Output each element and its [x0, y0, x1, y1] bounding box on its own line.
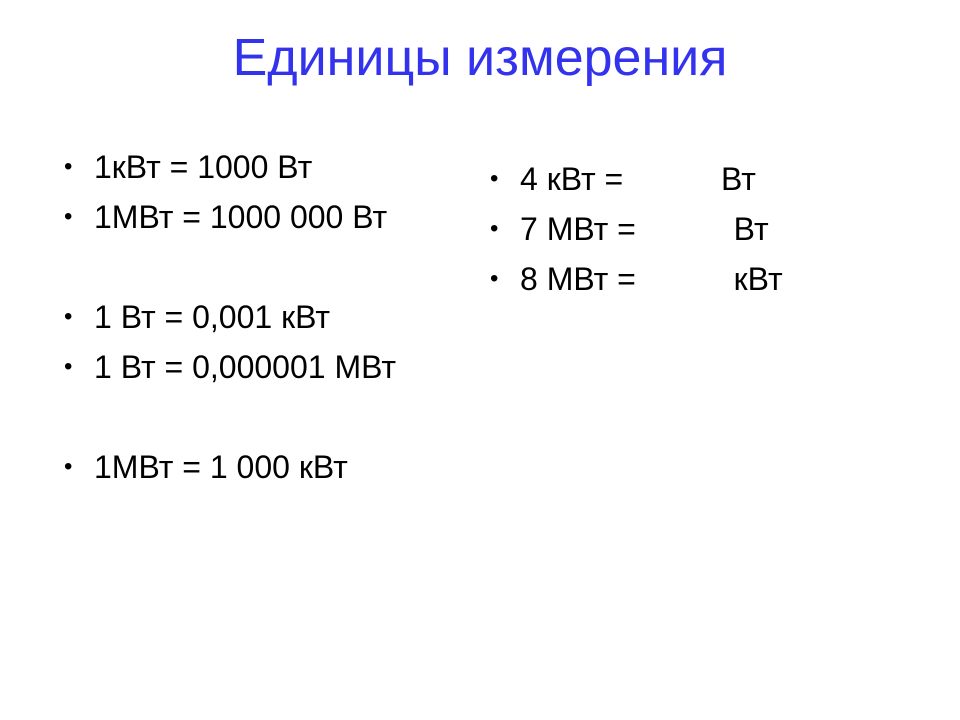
list-item: • 1 Вт = 0,001 кВт [64, 292, 480, 342]
list-item: • 1МВт = 1000 000 Вт [64, 192, 480, 242]
bullet-icon: • [64, 192, 94, 242]
list-item-label: 8 МВт = кВт [520, 254, 783, 304]
right-column: • 4 кВт = Вт • 7 МВт = Вт • 8 МВт = кВт [480, 142, 960, 492]
list-item-label: 1 Вт = 0,000001 МВт [94, 342, 396, 392]
title-text: Единицы измерения [233, 29, 728, 87]
bullet-icon: • [64, 142, 94, 192]
list-item-label: 4 кВт = Вт [520, 154, 756, 204]
list-item-label: 1кВт = 1000 Вт [94, 142, 312, 192]
left-list: • 1кВт = 1000 Вт • 1МВт = 1000 000 Вт • … [64, 142, 480, 492]
list-item: • 1 Вт = 0,000001 МВт [64, 342, 480, 392]
list-item: • 7 МВт = Вт [490, 204, 960, 254]
bullet-icon: • [490, 204, 520, 254]
list-item-label: 1 Вт = 0,001 кВт [94, 292, 330, 342]
list-item: • 1кВт = 1000 Вт [64, 142, 480, 192]
bullet-icon: • [64, 442, 94, 492]
list-gap [64, 242, 480, 292]
slide-title: Единицы измерения [0, 0, 960, 88]
list-item: • 8 МВт = кВт [490, 254, 960, 304]
bullet-icon: • [64, 292, 94, 342]
right-list: • 4 кВт = Вт • 7 МВт = Вт • 8 МВт = кВт [490, 154, 960, 304]
list-gap [64, 392, 480, 442]
list-item: • 1МВт = 1 000 кВт [64, 442, 480, 492]
bullet-icon: • [490, 254, 520, 304]
content-columns: • 1кВт = 1000 Вт • 1МВт = 1000 000 Вт • … [0, 88, 960, 492]
left-column: • 1кВт = 1000 Вт • 1МВт = 1000 000 Вт • … [0, 142, 480, 492]
list-item-label: 1МВт = 1000 000 Вт [94, 192, 387, 242]
list-item: • 4 кВт = Вт [490, 154, 960, 204]
bullet-icon: • [490, 154, 520, 204]
list-item-label: 1МВт = 1 000 кВт [94, 442, 348, 492]
bullet-icon: • [64, 342, 94, 392]
list-item-label: 7 МВт = Вт [520, 204, 769, 254]
slide: Единицы измерения • 1кВт = 1000 Вт • 1МВ… [0, 0, 960, 720]
